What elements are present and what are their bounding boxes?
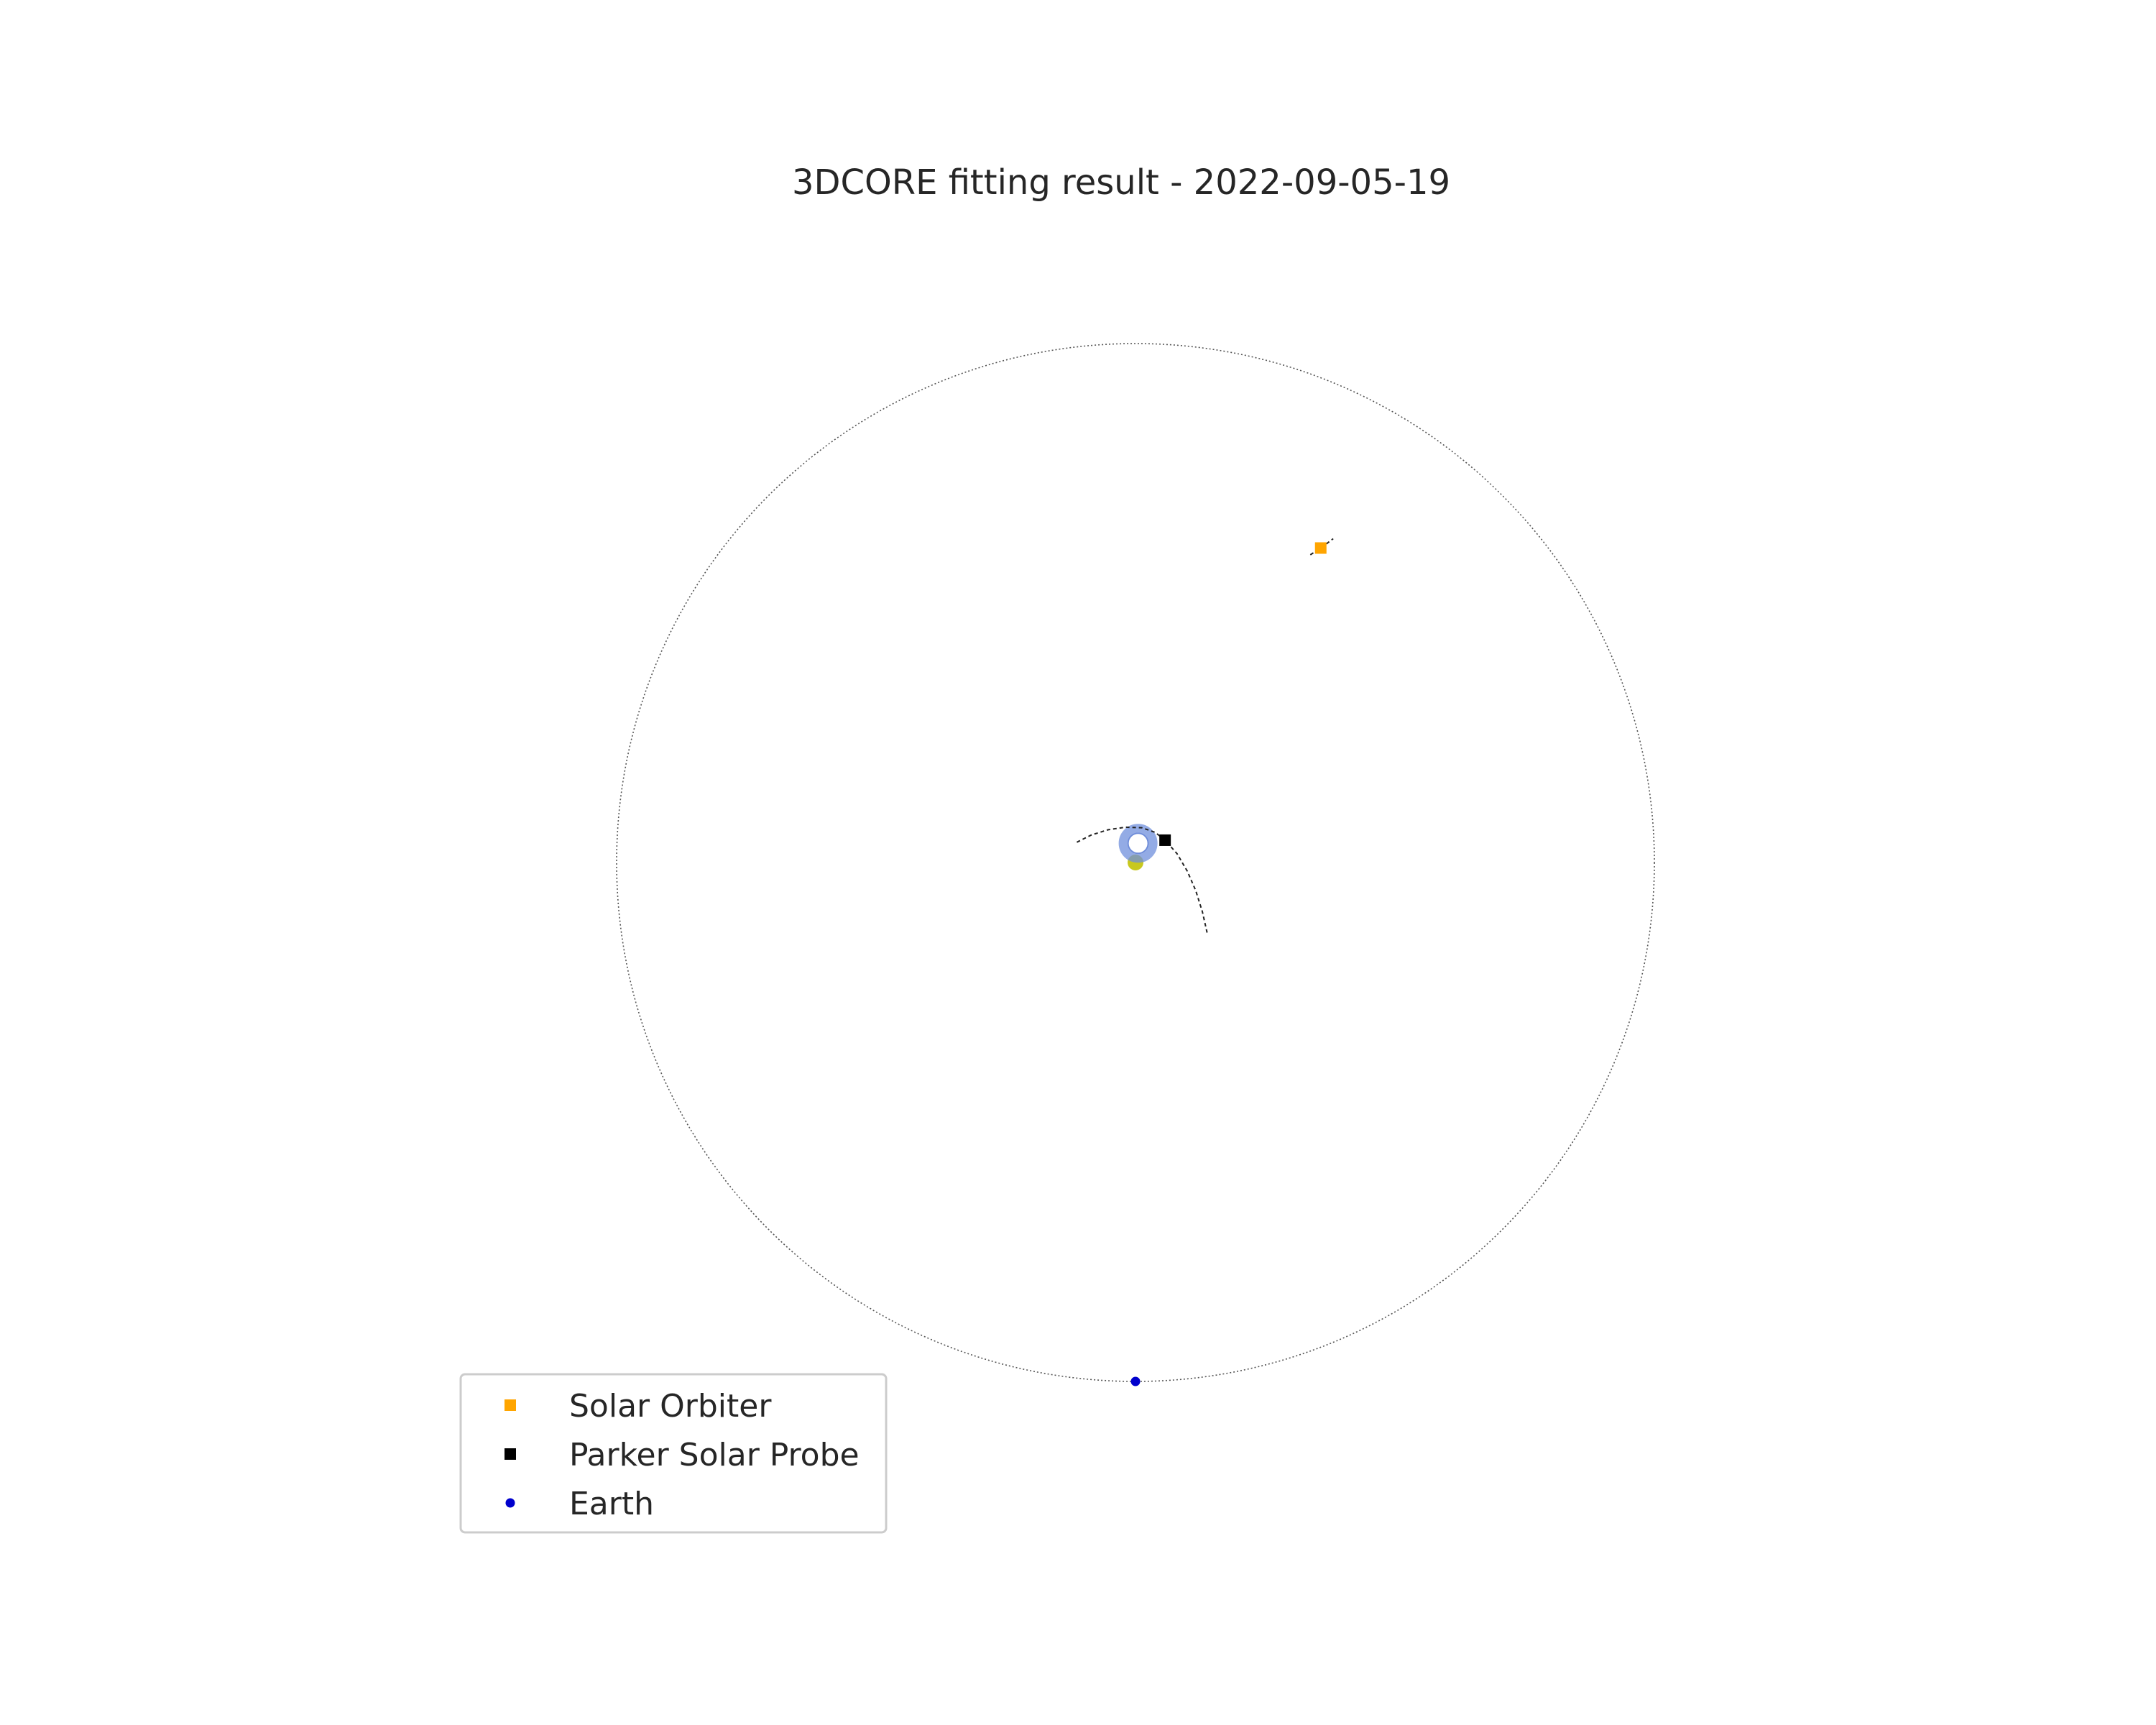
earth-marker — [1130, 1376, 1141, 1386]
plot-area — [616, 343, 1655, 1386]
flux-rope-shape — [1118, 824, 1158, 863]
legend-marker-parker-solar-probe — [505, 1448, 516, 1460]
legend-marker-earth — [505, 1498, 515, 1508]
solar-orbiter-trajectory — [1309, 538, 1334, 556]
legend: Solar Orbiter Parker Solar Probe Earth — [459, 1373, 888, 1534]
legend-marker-solar-orbiter — [505, 1399, 516, 1411]
chart-title: 3DCORE fitting result - 2022-09-05-19 — [792, 162, 1450, 203]
legend-label-earth: Earth — [569, 1486, 654, 1522]
solar-orbiter-marker — [1314, 542, 1327, 554]
legend-label-solar-orbiter: Solar Orbiter — [569, 1388, 772, 1425]
legend-label-parker-solar-probe: Parker Solar Probe — [569, 1437, 860, 1473]
flux-rope-inner-edge — [1127, 832, 1149, 855]
legend-frame — [459, 1373, 888, 1534]
parker-solar-probe-trajectory — [1076, 826, 1208, 933]
reference-orbit-circle — [616, 343, 1655, 1382]
parker-solar-probe-marker — [1159, 834, 1171, 846]
